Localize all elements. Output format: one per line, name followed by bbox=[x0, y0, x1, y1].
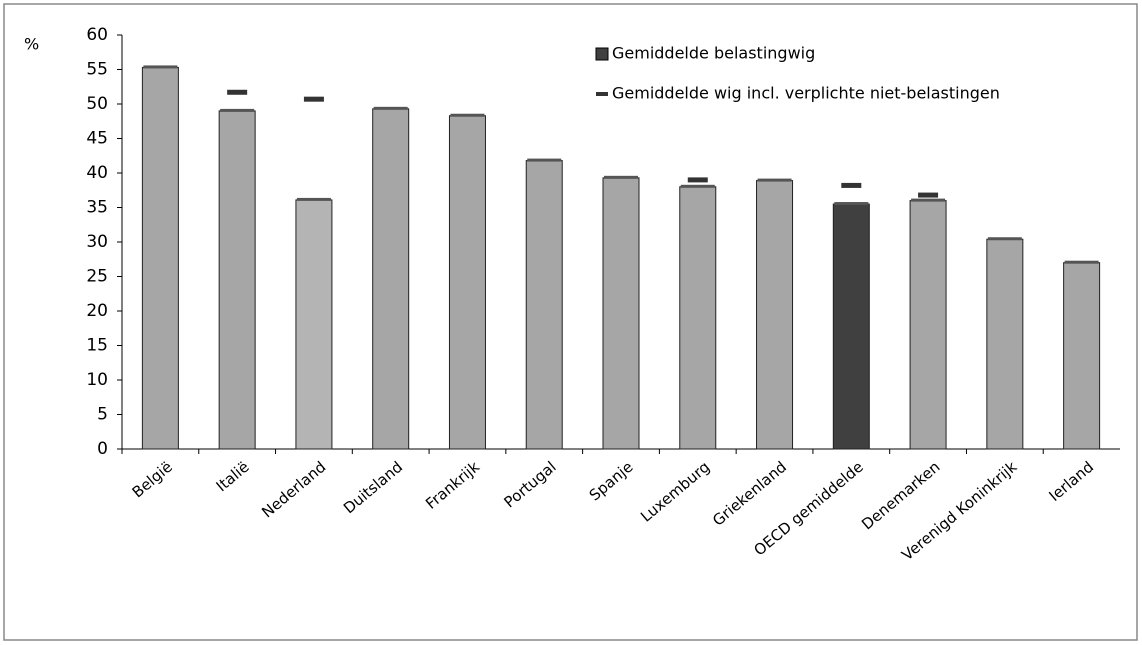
marker bbox=[841, 182, 862, 188]
bar bbox=[141, 66, 179, 450]
y-tick-label: 40 bbox=[86, 163, 108, 183]
bar bbox=[295, 199, 333, 450]
bar-cap bbox=[296, 197, 331, 201]
bar-cap bbox=[680, 184, 715, 188]
bar bbox=[986, 238, 1024, 450]
bar bbox=[832, 203, 870, 450]
bar-cap bbox=[450, 113, 485, 117]
chart-frame bbox=[3, 3, 1138, 641]
y-tick-label: 0 bbox=[97, 439, 108, 459]
bar-cap bbox=[604, 175, 638, 179]
y-tick-label: 45 bbox=[86, 129, 108, 149]
bar bbox=[218, 110, 256, 450]
y-tick-label: 20 bbox=[86, 301, 108, 321]
y-tick-label: 35 bbox=[86, 198, 108, 218]
bar bbox=[756, 180, 794, 450]
bar-cap bbox=[911, 198, 946, 202]
y-tick-label: 10 bbox=[86, 370, 108, 390]
bar-cap bbox=[987, 237, 1022, 241]
marker bbox=[303, 96, 324, 102]
legend-swatch bbox=[596, 92, 608, 96]
legend-label: Gemiddelde wig incl. verplichte niet-bel… bbox=[612, 84, 1000, 103]
y-tick-label: 15 bbox=[86, 336, 108, 356]
bar-cap bbox=[834, 202, 869, 206]
y-tick-label: 30 bbox=[86, 232, 108, 252]
y-axis-label: % bbox=[24, 35, 39, 54]
marker bbox=[687, 177, 708, 183]
y-tick-label: 5 bbox=[97, 405, 108, 425]
bar bbox=[909, 200, 947, 450]
bar bbox=[525, 160, 563, 450]
bar-cap bbox=[143, 65, 178, 69]
y-tick-label: 25 bbox=[86, 267, 108, 287]
bar-cap bbox=[757, 178, 792, 182]
legend-swatch bbox=[595, 47, 609, 61]
y-tick-label: 55 bbox=[86, 60, 108, 80]
bar-cap bbox=[1064, 260, 1099, 264]
marker bbox=[918, 192, 939, 198]
bar bbox=[372, 108, 410, 450]
bar-cap bbox=[527, 158, 562, 162]
y-tick-label: 60 bbox=[86, 25, 108, 45]
legend-label: Gemiddelde belastingwig bbox=[612, 44, 815, 63]
bar-cap bbox=[220, 108, 255, 112]
marker bbox=[227, 89, 248, 95]
bar bbox=[679, 186, 717, 450]
bar-cap bbox=[373, 106, 408, 110]
y-tick-label: 50 bbox=[86, 94, 108, 114]
bar bbox=[448, 115, 486, 450]
bar bbox=[602, 177, 640, 450]
bar bbox=[1063, 262, 1101, 450]
